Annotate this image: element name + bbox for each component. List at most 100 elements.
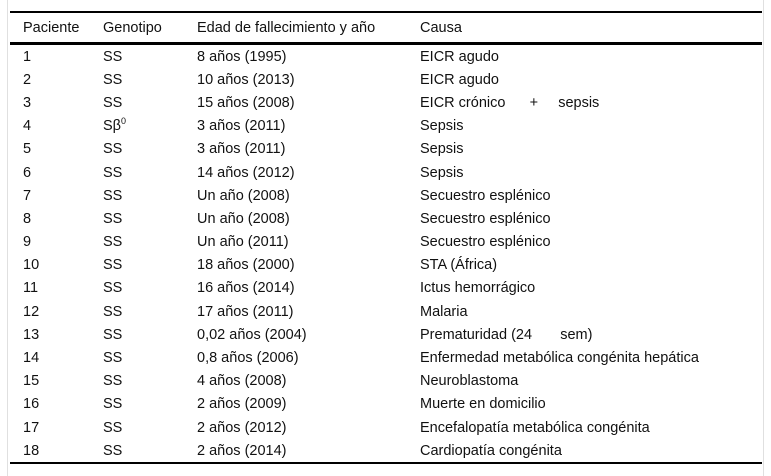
- cell-edad: 15 años (2008): [197, 94, 295, 111]
- cell-genotipo: SS: [103, 257, 123, 274]
- cell-causa: Muerte en domicilio: [420, 396, 546, 413]
- cell-genotipo: SS: [103, 280, 123, 297]
- cell-paciente: 10: [23, 257, 40, 274]
- cell-edad: 18 años (2000): [197, 257, 295, 274]
- cell-genotipo: SS: [103, 71, 123, 88]
- cell-causa: Malaria: [420, 303, 468, 320]
- patients-table: Paciente Genotipo Edad de fallecimiento …: [10, 11, 762, 465]
- table-row: 2 SS 10 años (2013) EICR agudo: [10, 68, 762, 91]
- cell-paciente: 7: [23, 187, 32, 204]
- cell-causa: Sepsis: [420, 141, 464, 158]
- col-header-genotipo: Genotipo: [103, 12, 197, 45]
- table-row: 5 SS 3 años (2011) Sepsis: [10, 138, 762, 161]
- cell-paciente: 2: [23, 71, 32, 88]
- cell-paciente: 14: [23, 350, 40, 367]
- table-row: 3 SS 15 años (2008) EICR crónico + sepsis: [10, 91, 762, 114]
- cell-causa: EICR agudo: [420, 71, 499, 88]
- table-row: 18 SS 2 años (2014) Cardiopatía congénita: [10, 439, 762, 463]
- col-header-causa: Causa: [420, 12, 762, 45]
- cell-edad: 17 años (2011): [197, 303, 294, 320]
- cell-genotipo: SS: [103, 210, 123, 227]
- table-row: 13 SS 0,02 años (2004) Prematuridad (24 sem…: [10, 323, 762, 346]
- cell-paciente: 16: [23, 396, 40, 413]
- page-edge-left: [7, 0, 8, 476]
- cell-edad: 3 años (2011): [197, 118, 286, 135]
- cell-genotipo: SS: [103, 442, 123, 459]
- cell-genotipo: Sβ0: [103, 116, 127, 135]
- page-edge-right: [763, 0, 764, 476]
- cell-causa: Ictus hemorrágico: [420, 280, 536, 297]
- cell-genotipo: SS: [103, 419, 123, 436]
- col-header-paciente: Paciente: [10, 12, 103, 45]
- col-header-edad: Edad de fallecimiento y año: [197, 12, 420, 45]
- table-row: 8 SS Un año (2008) Secuestro esplénico: [10, 207, 762, 230]
- cell-genotipo: SS: [103, 141, 123, 158]
- cell-paciente: 6: [23, 164, 32, 181]
- cell-edad: Un año (2008): [197, 187, 290, 204]
- table-row: 12 SS 17 años (2011) Malaria: [10, 300, 762, 323]
- cell-edad: 8 años (1995): [197, 48, 287, 65]
- cell-paciente: 11: [23, 280, 39, 297]
- cell-genotipo: SS: [103, 48, 123, 65]
- cell-edad: 2 años (2012): [197, 419, 287, 436]
- cell-causa: EICR agudo: [420, 48, 499, 65]
- cell-causa: Secuestro esplénico: [420, 210, 551, 227]
- cell-edad: 2 años (2014): [197, 442, 287, 459]
- cell-paciente: 1: [23, 48, 32, 65]
- cell-edad: 0,02 años (2004): [197, 326, 307, 343]
- cell-edad: 2 años (2009): [197, 396, 287, 413]
- cell-edad: Un año (2008): [197, 210, 290, 227]
- cell-genotipo: SS: [103, 164, 123, 181]
- cell-edad: 14 años (2012): [197, 164, 295, 181]
- cell-paciente: 12: [23, 303, 40, 320]
- cell-edad: 16 años (2014): [197, 280, 295, 297]
- cell-edad: 0,8 años (2006): [197, 350, 299, 367]
- table-row: 9 SS Un año (2011) Secuestro esplénico: [10, 231, 762, 254]
- table-row: 6 SS 14 años (2012) Sepsis: [10, 161, 762, 184]
- cell-paciente: 17: [23, 419, 40, 436]
- cell-causa: STA (África): [420, 257, 498, 274]
- cell-edad: Un año (2011): [197, 234, 289, 251]
- table-row: 10 SS 18 años (2000) STA (África): [10, 254, 762, 277]
- cell-genotipo: SS: [103, 326, 123, 343]
- cell-causa: Neuroblastoma: [420, 373, 519, 390]
- cell-paciente: 8: [23, 210, 32, 227]
- cell-causa: EICR crónico + sepsis: [420, 94, 600, 111]
- cell-genotipo: SS: [103, 303, 123, 320]
- table-row: 11 SS 16 años (2014) Ictus hemorrágico: [10, 277, 762, 300]
- table-row: 7 SS Un año (2008) Secuestro esplénico: [10, 184, 762, 207]
- table-row: 17 SS 2 años (2012) Encefalopatía metabólic…: [10, 416, 762, 439]
- cell-paciente: 9: [23, 234, 32, 251]
- cell-genotipo: SS: [103, 94, 123, 111]
- genotype-superscript: 0: [121, 116, 127, 127]
- cell-paciente: 4: [23, 118, 32, 135]
- cell-edad: 4 años (2008): [197, 373, 287, 390]
- cell-causa: Encefalopatía metabólica congénita: [420, 419, 650, 436]
- cell-causa: Prematuridad (24 sem): [420, 326, 593, 343]
- cell-causa: Sepsis: [420, 164, 464, 181]
- cell-genotipo: SS: [103, 350, 123, 367]
- cell-paciente: 15: [23, 373, 40, 390]
- cell-causa: Sepsis: [420, 118, 464, 135]
- cell-edad: 10 años (2013): [197, 71, 295, 88]
- cell-causa: Cardiopatía congénita: [420, 442, 562, 459]
- cell-genotipo: SS: [103, 234, 123, 251]
- cell-genotipo: SS: [103, 187, 123, 204]
- table-row: 15 SS 4 años (2008) Neuroblastoma: [10, 370, 762, 393]
- cell-genotipo: SS: [103, 373, 123, 390]
- cell-paciente: 18: [23, 442, 40, 459]
- table-row: 14 SS 0,8 años (2006) Enfermedad metabólica…: [10, 346, 762, 369]
- cell-causa: Secuestro esplénico: [420, 187, 551, 204]
- cell-paciente: 3: [23, 94, 32, 111]
- header-row: Paciente Genotipo Edad de fallecimiento …: [10, 12, 762, 45]
- cell-paciente: 13: [23, 326, 40, 343]
- table-body: 1 SS 8 años (1995) EICR agudo 2 SS 10 años (20…: [10, 44, 762, 464]
- cell-causa: Enfermedad metabólica congénita hepática: [420, 350, 699, 367]
- table-row: 1 SS 8 años (1995) EICR agudo: [10, 44, 762, 69]
- table-row: 4 Sβ0 3 años (2011) Sepsis: [10, 115, 762, 138]
- cell-paciente: 5: [23, 141, 32, 158]
- cell-genotipo: SS: [103, 396, 123, 413]
- cell-causa: Secuestro esplénico: [420, 234, 551, 251]
- cell-edad: 3 años (2011): [197, 141, 286, 158]
